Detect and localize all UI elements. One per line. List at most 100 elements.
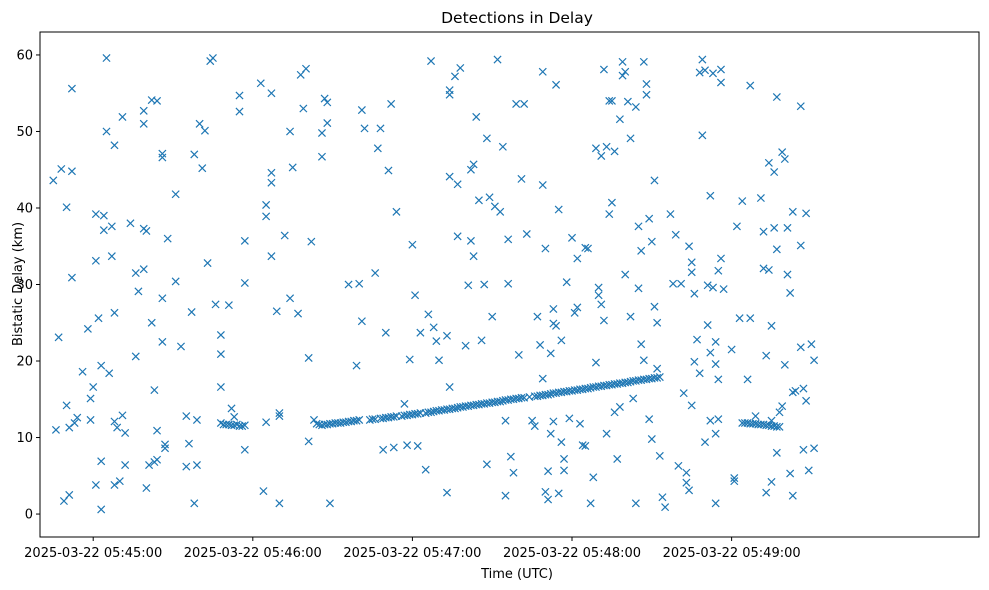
data-point [716,254,725,263]
data-point [323,98,332,107]
data-point [682,468,691,477]
data-point [653,373,662,382]
data-point [626,134,635,143]
data-point [153,96,162,105]
y-tick-label: 60 [16,48,33,63]
data-point [267,168,276,177]
data-point [163,234,172,243]
data-point [536,340,545,349]
data-point [538,374,547,383]
data-point [224,301,233,310]
data-point [70,418,79,428]
data-point [317,128,326,138]
data-point [387,99,396,108]
data-point [687,401,696,410]
data-point [472,112,481,121]
data-point [581,243,590,252]
data-point [522,229,531,239]
data-point [496,207,505,216]
data-point [238,422,247,431]
data-point [118,112,127,121]
data-point [67,167,76,176]
data-point [62,401,71,410]
data-point [498,142,507,151]
data-point [602,429,611,438]
data-point [695,369,704,378]
data-point [594,283,603,292]
y-axis-label: Bistatic Delay (km) [11,222,26,346]
data-point [802,209,811,218]
data-point [240,421,249,430]
data-point [482,460,491,469]
data-point [557,438,566,447]
data-point [783,270,792,279]
data-point [105,369,114,378]
data-point [591,144,600,153]
data-point [565,414,574,423]
data-point [528,416,537,425]
data-point [442,331,452,340]
data-point [158,337,167,346]
data-point [171,277,180,286]
data-point [317,152,326,161]
data-point [642,80,651,89]
data-point [802,396,811,405]
data-point [671,230,680,239]
data-point [621,67,630,76]
data-point [799,445,808,454]
y-tick-label: 10 [16,431,33,446]
data-point [461,341,470,350]
data-point [304,353,313,362]
data-point [357,317,366,326]
data-point [450,72,459,81]
data-point [504,279,513,288]
data-point [65,490,74,499]
data-point [645,214,654,223]
data-point [474,196,483,205]
data-point [514,350,523,359]
data-point [176,342,186,351]
data-point [730,474,739,483]
data-point [509,468,518,477]
data-point [97,505,106,514]
data-point [389,443,398,452]
data-point [764,158,773,167]
data-point [384,166,393,175]
data-point [216,350,225,359]
data-point [788,207,797,216]
data-point [639,57,648,66]
data-point [267,178,276,187]
data-point [687,268,696,277]
data-point [623,378,632,387]
data-point [589,473,598,482]
data-point [373,144,382,153]
data-point [240,445,249,454]
data-point [400,399,409,408]
data-point [557,336,566,345]
data-point [544,495,553,504]
data-point [320,94,329,103]
data-point [192,461,201,470]
y-tick-label: 0 [25,508,33,523]
data-point [411,291,420,300]
data-point [666,210,675,219]
data-point [389,412,398,421]
data-point [445,383,454,392]
data-point [192,415,201,424]
data-point [107,222,116,231]
data-point [562,278,571,287]
data-point [121,461,130,470]
data-point [466,165,475,174]
data-point [352,416,361,425]
data-point [160,440,170,449]
data-point [107,252,116,261]
data-point [142,484,151,493]
data-point [91,480,100,489]
data-point [751,412,760,421]
data-point [796,343,805,352]
data-point [594,291,603,300]
data-point [642,90,651,99]
data-point [775,422,784,431]
data-point [259,487,268,496]
data-point [738,197,747,206]
